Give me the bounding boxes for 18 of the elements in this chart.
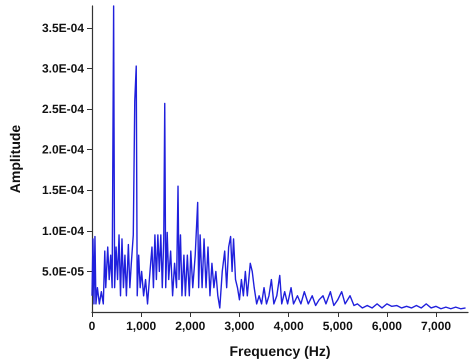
x-tick-label: 7,000 xyxy=(421,319,452,333)
line-series xyxy=(91,5,466,310)
y-tick-label: 1.5E-04 xyxy=(42,183,84,198)
y-tick-label: 5.0E-05 xyxy=(42,264,84,278)
x-tick-label: 2,000 xyxy=(175,319,206,333)
y-tick-label: 3.5E-04 xyxy=(42,20,84,35)
x-tick-label: 0 xyxy=(88,319,96,333)
y-tick-label: 3.0E-04 xyxy=(42,62,84,76)
x-tick-label: 6,000 xyxy=(372,319,402,333)
y-tick-label: 1.0E-04 xyxy=(42,224,84,238)
x-tick-label: 5,000 xyxy=(322,319,354,333)
y-tick-label: 2.5E-04 xyxy=(42,102,84,116)
x-tick-label: 4,000 xyxy=(274,319,304,333)
y-axis-title: Amplitude xyxy=(7,124,23,194)
y-tick-label: 2.0E-04 xyxy=(42,142,84,157)
x-tick-label: 1,000 xyxy=(126,319,156,333)
x-axis-title: Frequency (Hz) xyxy=(229,343,331,359)
x-tick-label: 3,000 xyxy=(224,319,255,333)
